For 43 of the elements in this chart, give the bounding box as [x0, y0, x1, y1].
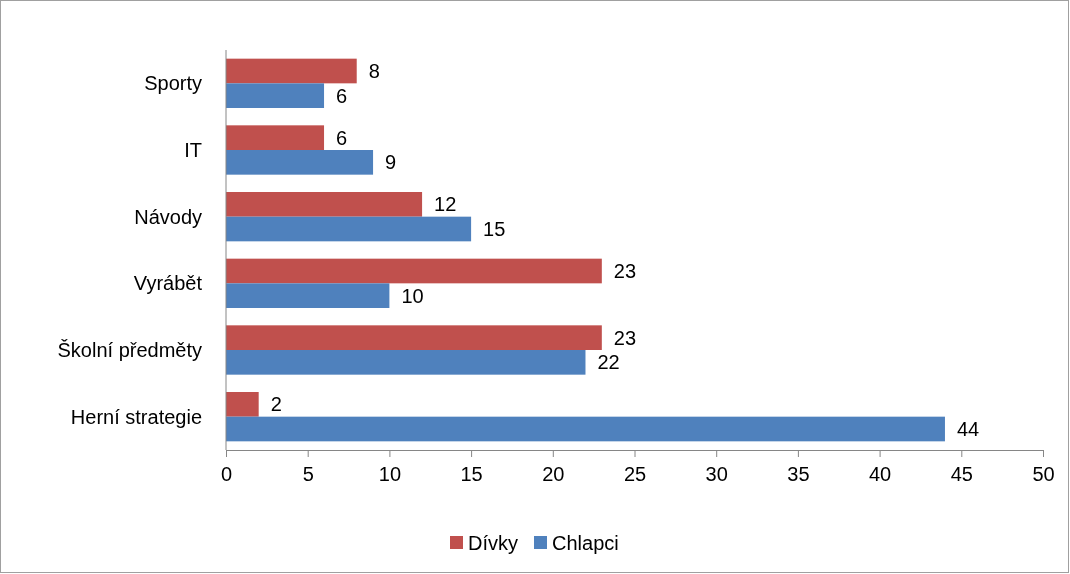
bar: [226, 192, 423, 217]
x-tick-label: 35: [787, 463, 810, 486]
bar: [226, 83, 325, 108]
x-tick-label: 45: [950, 463, 973, 486]
data-label: 22: [597, 351, 620, 374]
bar: [226, 150, 374, 175]
data-label: 6: [336, 126, 348, 149]
x-tick-label: 15: [460, 463, 483, 486]
y-tick-label: Herní strategie: [70, 405, 202, 428]
x-tick-label: 30: [705, 463, 728, 486]
data-label: 2: [270, 393, 282, 416]
bar: [226, 216, 472, 242]
data-label: 6: [336, 84, 348, 107]
legend-label: Dívky: [468, 532, 518, 554]
y-tick-label: Školní předměty: [57, 338, 202, 361]
data-label: 10: [401, 284, 424, 307]
bar: [226, 125, 325, 150]
bar: [226, 350, 586, 375]
y-tick-label: IT: [184, 138, 202, 161]
x-tick-label: 10: [378, 463, 402, 486]
y-tick-label: Vyrábět: [133, 272, 203, 295]
x-tick-label: 25: [623, 463, 647, 486]
data-label: 9: [385, 151, 397, 174]
x-tick-label: 20: [542, 463, 565, 486]
data-label: 15: [483, 218, 506, 240]
data-label: 12: [434, 193, 457, 216]
x-tick-label: 5: [302, 463, 314, 486]
bar: [226, 325, 602, 350]
bar: [226, 283, 390, 308]
data-label: 23: [613, 326, 637, 349]
data-label: 44: [956, 418, 980, 440]
data-label: 23: [613, 260, 637, 282]
bar: [226, 58, 357, 84]
bar: [226, 392, 259, 417]
x-tick-label: 0: [220, 463, 233, 486]
y-tick-label: Sporty: [144, 72, 202, 95]
bar: [226, 416, 945, 442]
data-label: 8: [368, 60, 380, 82]
x-tick-label: 50: [1032, 463, 1055, 486]
x-tick-label: 40: [868, 463, 892, 486]
bar: [226, 258, 602, 284]
legend-label: Chlapci: [552, 532, 619, 554]
y-tick-label: Návody: [134, 205, 202, 228]
